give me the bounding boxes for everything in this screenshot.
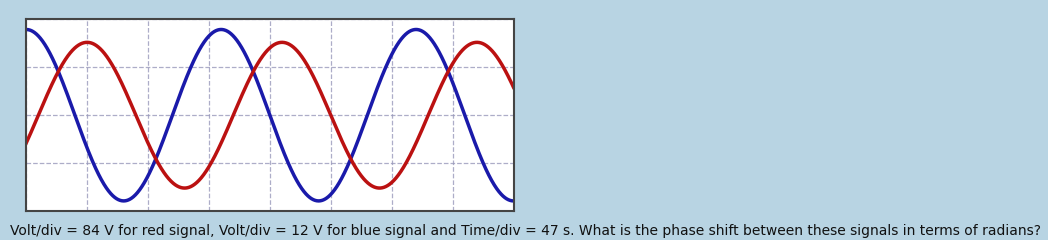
Text: Volt/div = 84 V for red signal, Volt/div = 12 V for blue signal and Time/div = 4: Volt/div = 84 V for red signal, Volt/div… bbox=[10, 224, 1048, 238]
